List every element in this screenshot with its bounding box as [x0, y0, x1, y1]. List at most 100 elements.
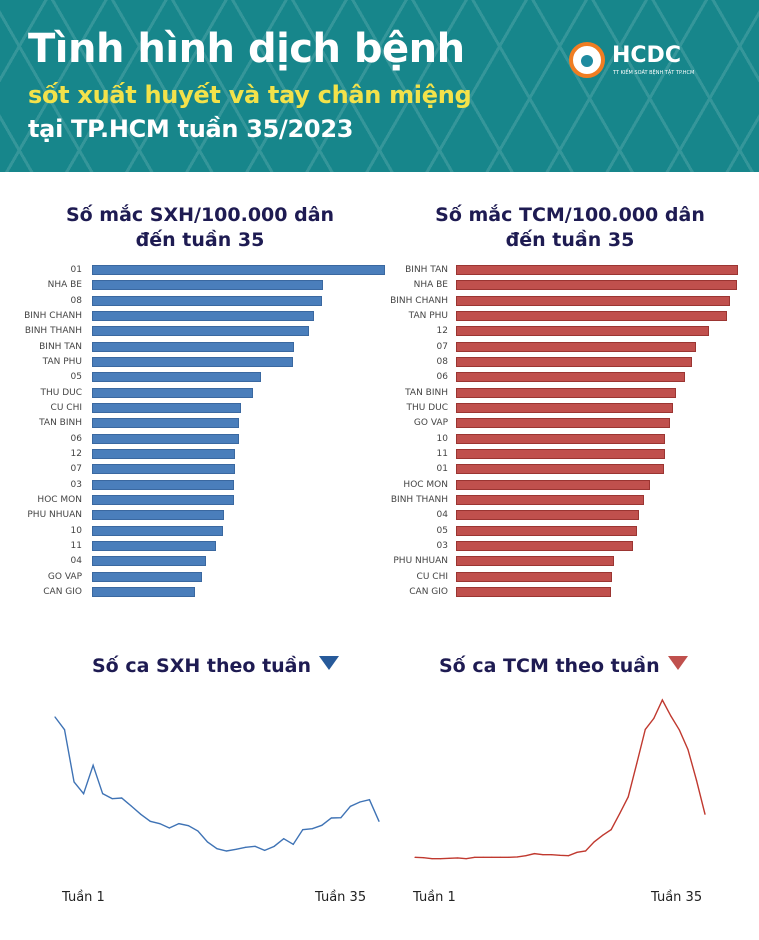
sxh-line-series — [54, 716, 380, 852]
tcm-bar-label: GO VAP — [413, 418, 448, 429]
sxh-bar — [92, 310, 315, 321]
tcm-line-point — [499, 856, 501, 858]
tcm-bar-chart-title: Số mắc TCM/100.000 dân đến tuần 35 — [400, 203, 740, 253]
sxh-bar — [92, 295, 323, 306]
tcm-bar — [456, 433, 665, 444]
logo-text: HCDC — [612, 43, 681, 68]
tcm-line-point — [584, 850, 587, 852]
tcm-bar — [456, 265, 738, 275]
tcm-bar — [456, 295, 730, 306]
sxh-x-start-label: Tuần 1 — [62, 890, 105, 905]
sxh-bar — [92, 418, 240, 429]
sxh-line-point — [54, 716, 56, 718]
sxh-bar-label: CU CHI — [50, 402, 82, 413]
background-pattern — [0, 0, 759, 172]
sxh-bar — [92, 280, 324, 291]
sxh-bar — [92, 387, 253, 398]
sxh-line-point — [368, 799, 371, 801]
page-title: Tình hình dịch bệnh — [28, 26, 465, 72]
sxh-bar-label: BINH CHANH — [24, 310, 82, 321]
sxh-bar-chart-title: Số mắc SXH/100.000 dân đến tuần 35 — [30, 203, 370, 253]
sxh-bar — [92, 556, 206, 567]
sxh-line-point — [63, 729, 66, 731]
tcm-bar — [456, 326, 709, 337]
sxh-bar-label: 03 — [70, 479, 82, 490]
sxh-bar — [92, 494, 234, 505]
sxh-line-point — [283, 838, 285, 840]
sxh-line-point — [197, 830, 199, 832]
sxh-bar-label: TAN BINH — [39, 418, 82, 429]
sxh-line-point — [140, 813, 142, 815]
page-subtitle-location: tại TP.HCM tuần 35/2023 — [28, 115, 354, 143]
tcm-line-point — [636, 762, 638, 765]
sxh-bar-label: 12 — [70, 448, 82, 459]
sxh-line-point — [264, 849, 266, 851]
tcm-line-point — [695, 779, 698, 781]
tcm-line-point — [525, 855, 527, 857]
sxh-x-end-label: Tuần 35 — [315, 890, 367, 905]
sxh-line-point — [216, 848, 218, 850]
tcm-bar-label: TAN PHU — [408, 310, 448, 321]
tcm-bar — [456, 540, 634, 551]
tcm-line-point — [491, 856, 493, 858]
sxh-line-point — [187, 825, 190, 827]
tcm-line-point — [422, 857, 425, 859]
sxh-line-point — [254, 845, 256, 847]
sxh-line-point — [244, 846, 247, 848]
tcm-line-series — [414, 698, 706, 860]
tcm-bar-label: BINH TAN — [405, 265, 448, 275]
sxh-line-point — [292, 843, 294, 845]
tcm-bar-label: CU CHI — [416, 571, 448, 582]
tcm-line-point — [567, 855, 570, 857]
tcm-x-end-label: Tuần 35 — [651, 890, 703, 905]
tcm-bar-label: NHA BE — [413, 280, 448, 291]
tcm-bar — [456, 586, 611, 597]
tcm-line-point — [593, 841, 595, 843]
header-banner: Tình hình dịch bệnh sốt xuất huyết và ta… — [0, 0, 759, 172]
tcm-bar-label: 10 — [436, 433, 448, 444]
sxh-line-point — [130, 805, 132, 807]
sxh-line-point — [168, 827, 170, 829]
tcm-line-point — [576, 851, 578, 853]
tcm-bar-label: HOC MON — [403, 479, 448, 490]
tcm-line-point — [542, 854, 544, 856]
sxh-line-chart-title: Số ca SXH theo tuần — [92, 655, 340, 677]
tcm-bar-label: PHU NHUAN — [393, 556, 448, 567]
tcm-bar-label: 01 — [436, 464, 448, 475]
tcm-bar — [456, 387, 676, 398]
tcm-bar — [456, 571, 613, 582]
tcm-line-point — [678, 729, 681, 731]
sxh-bar-label: 06 — [70, 433, 82, 444]
sxh-line-point — [73, 781, 75, 783]
sxh-line-point — [273, 845, 275, 847]
sxh-bar — [92, 525, 224, 536]
tcm-bar-title-line2: đến tuần 35 — [505, 229, 635, 251]
sxh-bar-label: 04 — [70, 556, 82, 567]
sxh-line-point — [378, 820, 380, 822]
tcm-line-point — [457, 857, 459, 859]
tcm-bar — [456, 464, 665, 475]
sxh-bar-label: HOC MON — [37, 494, 82, 505]
sxh-bar — [92, 433, 239, 444]
sxh-bar — [92, 448, 235, 459]
tcm-bar-label: 12 — [436, 326, 448, 337]
sxh-bar-label: 07 — [70, 464, 82, 475]
sxh-bar — [92, 402, 241, 413]
sxh-bar-label: 11 — [70, 540, 82, 551]
sxh-bar-label: NHA BE — [47, 280, 82, 291]
sxh-line-point — [302, 829, 304, 831]
sxh-line-point — [321, 824, 323, 826]
tcm-line-point — [644, 728, 646, 730]
tcm-bar — [456, 356, 692, 367]
tcm-bar-label: 04 — [436, 510, 448, 521]
sxh-line-point — [349, 805, 352, 807]
tcm-bar — [456, 280, 737, 291]
tcm-line-point — [687, 748, 689, 751]
tcm-bar — [456, 418, 670, 429]
sxh-bar — [92, 341, 295, 352]
tcm-line-point — [448, 857, 450, 859]
tcm-line-point — [619, 812, 621, 815]
tcm-line-point — [431, 858, 433, 860]
sxh-bar — [92, 540, 217, 551]
